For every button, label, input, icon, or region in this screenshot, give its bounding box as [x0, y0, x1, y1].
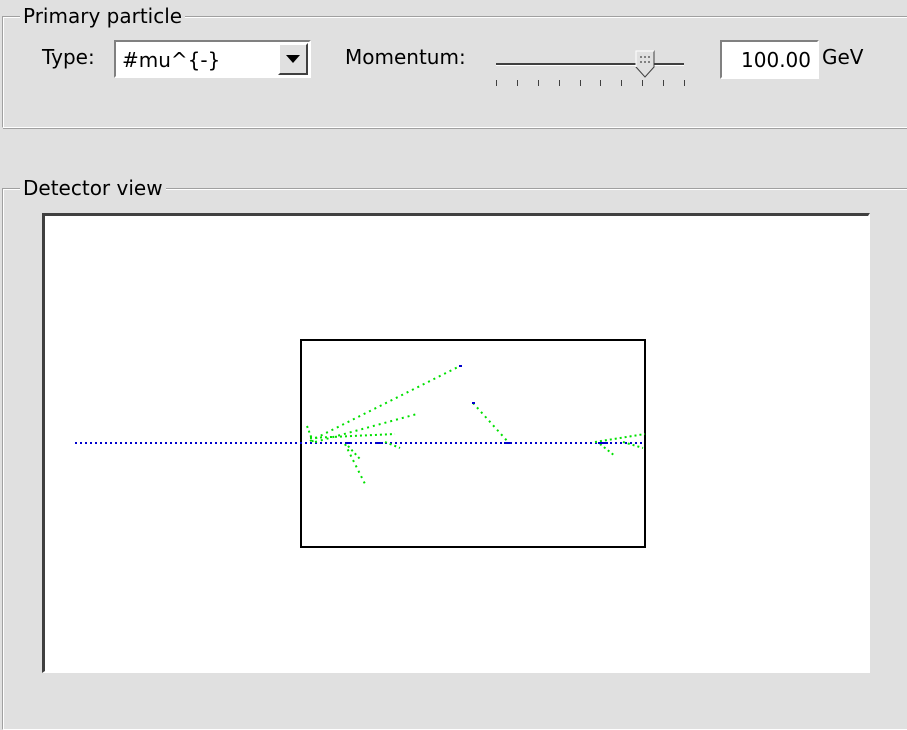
slider-tick	[621, 80, 623, 86]
slider-tick	[642, 80, 644, 86]
momentum-label: Momentum:	[345, 45, 466, 69]
momentum-slider[interactable]	[490, 44, 690, 90]
primary-particle-title: Primary particle	[20, 5, 186, 27]
slider-tick	[516, 80, 518, 86]
slider-tick	[537, 80, 539, 86]
chevron-down-icon[interactable]	[278, 43, 308, 75]
momentum-unit-label: GeV	[822, 45, 864, 69]
momentum-slider-thumb[interactable]	[635, 50, 655, 78]
momentum-slider-track	[496, 63, 684, 66]
particle-type-combobox[interactable]: #mu^{-}	[114, 40, 311, 78]
slider-tick	[579, 80, 581, 86]
momentum-input[interactable]	[720, 40, 819, 79]
detector-drawing	[75, 339, 646, 548]
slider-tick	[558, 80, 560, 86]
slider-tick	[684, 80, 685, 86]
track-hits	[345, 365, 608, 444]
primary-particle-group	[2, 16, 907, 128]
detector-view-title: Detector view	[20, 177, 166, 199]
secondary-tracks	[306, 365, 646, 485]
slider-tick	[663, 80, 665, 86]
slider-tick	[600, 80, 602, 86]
type-label: Type:	[42, 45, 95, 69]
detector-volume	[300, 339, 646, 548]
slider-tick	[496, 80, 497, 86]
particle-type-value: #mu^{-}	[122, 48, 221, 72]
detector-canvas[interactable]	[42, 213, 870, 673]
